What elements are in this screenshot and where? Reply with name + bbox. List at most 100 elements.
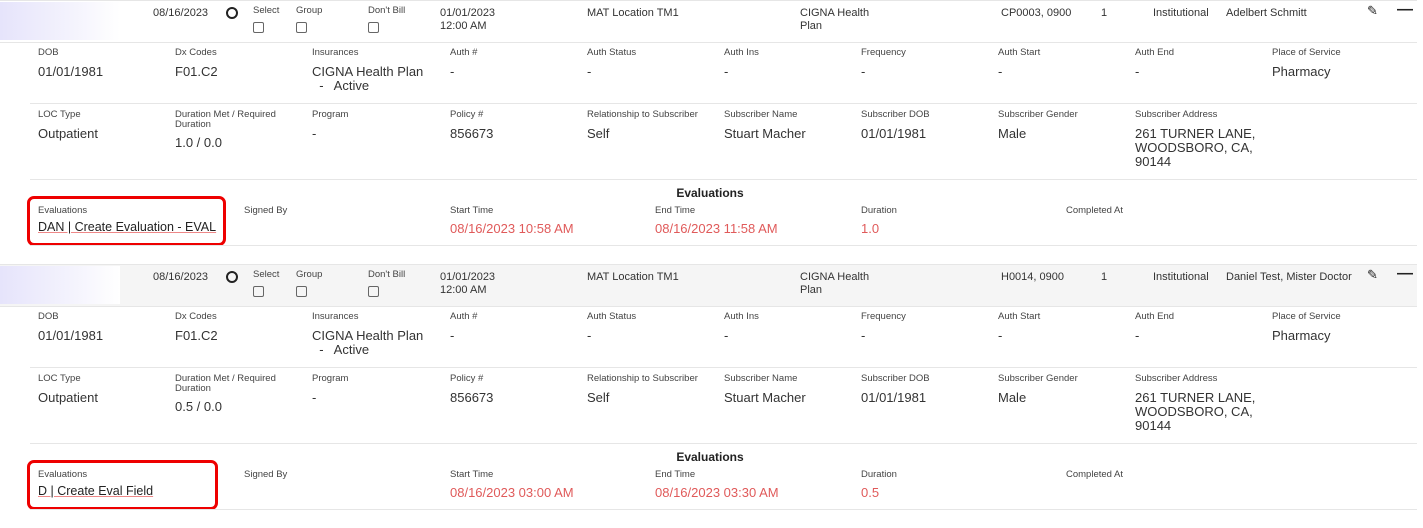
detail-label: LOC Type (38, 109, 81, 120)
select-label: Select (253, 269, 280, 280)
detail-value: Male (998, 390, 1027, 405)
detail-label: Place of Service (1272, 47, 1341, 58)
row-header (0, 0, 1417, 43)
claim-type: Institutional (1153, 7, 1209, 19)
client-name-redacted (0, 2, 120, 40)
divider (30, 179, 1417, 180)
dont-bill-label: Don't Bill (368, 5, 406, 16)
dont-bill-checkbox[interactable] (368, 286, 379, 297)
detail-value: - (587, 328, 592, 343)
highlight-box (27, 196, 226, 246)
units: 1 (1101, 271, 1108, 283)
evaluations-label: Evaluations (38, 205, 88, 216)
detail-label: Auth # (450, 47, 478, 58)
detail-label: DOB (38, 311, 59, 322)
group-checkbox[interactable] (296, 22, 307, 33)
duration-label: Duration (861, 205, 897, 216)
service-date: 08/16/2023 (153, 7, 209, 19)
pencil-icon[interactable]: ✎ (1367, 267, 1378, 282)
start-time-value: 08/16/2023 10:58 AM (450, 221, 574, 236)
evaluation-link[interactable]: D | Create Eval Field (38, 484, 154, 498)
detail-label: Subscriber Address (1135, 373, 1218, 384)
detail-label: Relationship to Subscriber (587, 373, 698, 384)
detail-value: 01/01/1981 (861, 390, 927, 405)
end-time-value: 08/16/2023 03:30 AM (655, 485, 779, 500)
detail-label: Auth Status (587, 47, 637, 58)
evaluation-link[interactable]: DAN | Create Evaluation - EVAL (38, 220, 217, 234)
signed-by-label: Signed By (244, 469, 288, 480)
highlight-box (27, 460, 218, 510)
pencil-icon[interactable]: ✎ (1367, 3, 1378, 18)
start-date: 01/01/2023 (440, 271, 496, 283)
detail-value: Self (587, 390, 610, 405)
dont-bill-label: Don't Bill (368, 269, 406, 280)
detail-label: Duration Met / Required (175, 373, 276, 384)
detail-value: - (312, 126, 317, 141)
insurance-name: CIGNA Health (800, 271, 870, 283)
divider (30, 443, 1417, 444)
detail-label: Auth Start (998, 47, 1041, 58)
group-checkbox[interactable] (296, 286, 307, 297)
detail-value: F01.C2 (175, 64, 218, 79)
end-time-label: End Time (655, 205, 696, 216)
select-checkbox[interactable] (253, 22, 264, 33)
detail-label: Program (312, 373, 349, 384)
service-row: 08/16/2023 Select Group Don't Bill 01/01/202… (0, 264, 1423, 528)
detail-label: Program (312, 109, 349, 120)
detail-value: 01/01/1981 (38, 328, 104, 343)
detail-label: Subscriber Name (724, 109, 798, 120)
claim-type: Institutional (1153, 271, 1209, 283)
detail-value: 90144 (1135, 154, 1172, 169)
completed-at-label: Completed At (1066, 469, 1124, 480)
detail-label: LOC Type (38, 373, 81, 384)
detail-label: Subscriber Address (1135, 109, 1218, 120)
end-time-value: 08/16/2023 11:58 AM (655, 221, 778, 236)
detail-label: Policy # (450, 109, 484, 120)
detail-value: 01/01/1981 (38, 64, 104, 79)
end-time-label: End Time (655, 469, 696, 480)
location: MAT Location TM1 (587, 7, 679, 19)
detail-value: Stuart Macher (724, 390, 806, 405)
detail-label: Place of Service (1272, 311, 1341, 322)
detail-value: - Active (312, 78, 370, 93)
procedure-codes: H0014, 0900 (1001, 271, 1064, 283)
dont-bill-checkbox[interactable] (368, 22, 379, 33)
status-radio[interactable] (226, 271, 238, 283)
detail-label: Duration (175, 383, 211, 394)
evaluations-label: Evaluations (38, 469, 88, 480)
detail-value: F01.C2 (175, 328, 218, 343)
evaluations-title: Evaluations (676, 186, 744, 200)
detail-value: - (724, 328, 729, 343)
detail-label: Auth # (450, 311, 478, 322)
detail-label: Frequency (861, 311, 906, 322)
detail-value: Pharmacy (1272, 328, 1331, 343)
minus-icon[interactable]: — (1397, 1, 1413, 18)
start-time-value: 08/16/2023 03:00 AM (450, 485, 574, 500)
minus-icon[interactable]: — (1397, 265, 1413, 282)
detail-label: Duration (175, 119, 211, 130)
detail-value: 261 TURNER LANE, (1135, 390, 1256, 405)
status-radio[interactable] (226, 7, 238, 19)
group-label: Group (296, 269, 323, 280)
divider (30, 103, 1417, 104)
start-date: 01/01/2023 (440, 7, 496, 19)
select-checkbox[interactable] (253, 286, 264, 297)
location: MAT Location TM1 (587, 271, 679, 283)
detail-value: Outpatient (38, 390, 98, 405)
detail-value: - (1135, 328, 1140, 343)
divider (30, 509, 1417, 510)
detail-label: Subscriber DOB (861, 109, 930, 120)
detail-label: Dx Codes (175, 311, 217, 322)
group-label: Group (296, 5, 323, 16)
detail-value: - (312, 390, 317, 405)
detail-label: Auth End (1135, 47, 1175, 58)
row-header (0, 264, 1417, 307)
detail-label: Frequency (861, 47, 906, 58)
units: 1 (1101, 7, 1108, 19)
start-time: 12:00 AM (440, 284, 487, 296)
divider (30, 245, 1417, 246)
detail-value: - Active (312, 342, 370, 357)
detail-label: Auth Ins (724, 47, 759, 58)
select-label: Select (253, 5, 280, 16)
detail-label: Duration Met / Required (175, 109, 276, 120)
